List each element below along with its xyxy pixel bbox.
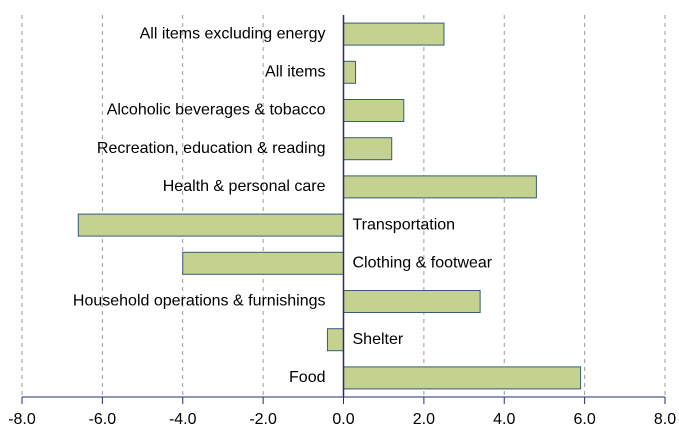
x-tick-label: -6.0 (89, 411, 117, 428)
bar (343, 366, 582, 390)
category-label: All items (265, 64, 325, 81)
bar (343, 137, 393, 161)
bar (343, 22, 445, 46)
bar (343, 175, 537, 199)
x-tick-label: -2.0 (249, 411, 277, 428)
category-label: Household operations & furnishings (73, 293, 326, 310)
x-tick-label: 2.0 (413, 411, 435, 428)
x-tick-label: 0.0 (332, 411, 354, 428)
bar (326, 328, 344, 352)
category-label: Shelter (353, 331, 404, 348)
x-tick-label: 8.0 (654, 411, 676, 428)
category-label: Clothing & footwear (353, 255, 493, 272)
x-tick-label: -8.0 (8, 411, 36, 428)
bar (182, 251, 344, 275)
x-tick-label: 6.0 (574, 411, 596, 428)
bar (77, 213, 344, 237)
category-label: Health & personal care (163, 178, 326, 195)
category-label: All items excluding energy (140, 25, 326, 42)
category-label: Recreation, education & reading (97, 140, 326, 157)
x-tick-label: 4.0 (493, 411, 515, 428)
bar (343, 60, 357, 84)
bar (343, 290, 481, 313)
category-label: Food (289, 369, 325, 386)
category-label: Alcoholic beverages & tobacco (107, 102, 326, 119)
category-label: Transportation (353, 216, 456, 233)
bar (343, 99, 405, 122)
x-tick-label: -4.0 (169, 411, 197, 428)
